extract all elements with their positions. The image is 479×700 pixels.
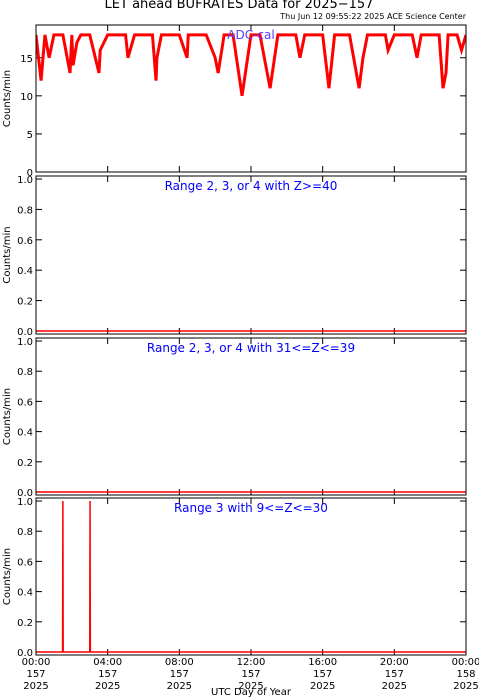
x-tick-label: 12:00 xyxy=(237,657,266,668)
y-axis-label: Counts/min xyxy=(2,388,13,445)
x-tick-label: 157 xyxy=(385,669,404,680)
y-tick-label: 0.2 xyxy=(17,297,33,308)
y-tick-label: 1.0 xyxy=(17,497,33,508)
x-tick-label: 00:00 xyxy=(452,657,479,668)
x-tick-label: 16:00 xyxy=(308,657,337,668)
y-tick-label: 0.2 xyxy=(17,458,33,469)
x-tick-label: 2025 xyxy=(23,681,48,692)
y-tick-label: 0.8 xyxy=(17,205,33,216)
data-line xyxy=(36,501,466,653)
y-axis-label: Counts/min xyxy=(2,70,13,127)
x-tick-label: 157 xyxy=(241,669,260,680)
y-tick-label: 0.0 xyxy=(17,488,33,499)
x-axis-label: UTC Day of Year xyxy=(211,687,292,698)
x-tick-label: 04:00 xyxy=(93,657,122,668)
y-tick-label: 5 xyxy=(27,130,33,141)
y-tick-label: 0.8 xyxy=(17,367,33,378)
y-tick-label: 0.6 xyxy=(17,397,33,408)
data-line xyxy=(36,33,466,97)
x-tick-label: 2025 xyxy=(310,681,335,692)
y-axis-label: Counts/min xyxy=(2,548,13,605)
x-tick-label: 2025 xyxy=(167,681,192,692)
annotation: Range 2, 3, or 4 with Z>=40 xyxy=(165,179,338,193)
y-tick-label: 0.0 xyxy=(17,327,33,338)
annotation: Range 3 with 9<=Z<=30 xyxy=(174,501,328,515)
x-tick-label: 08:00 xyxy=(165,657,194,668)
y-tick-label: 10 xyxy=(20,92,33,103)
plot-frame xyxy=(35,24,467,173)
x-tick-label: 00:00 xyxy=(22,657,51,668)
y-tick-label: 0.6 xyxy=(17,236,33,247)
annotation: ADC-cal xyxy=(227,28,274,42)
x-tick-label: 157 xyxy=(26,669,45,680)
x-tick-label: 2025 xyxy=(95,681,120,692)
y-tick-label: 0 xyxy=(27,168,33,179)
y-tick-label: 0.6 xyxy=(17,557,33,568)
y-tick-label: 1.0 xyxy=(17,337,33,348)
chart-subtitle: Thu Jun 12 09:55:22 2025 ACE Science Cen… xyxy=(279,12,466,21)
x-tick-label: 157 xyxy=(98,669,117,680)
plot-frame xyxy=(35,175,467,335)
y-tick-label: 0.2 xyxy=(17,618,33,629)
plot-frame xyxy=(35,337,467,496)
y-tick-label: 1.0 xyxy=(17,175,33,186)
x-tick-label: 2025 xyxy=(382,681,407,692)
x-tick-label: 2025 xyxy=(453,681,478,692)
x-tick-label: 158 xyxy=(456,669,475,680)
y-tick-label: 0.0 xyxy=(17,648,33,659)
x-tick-label: 157 xyxy=(313,669,332,680)
y-tick-label: 0.4 xyxy=(17,588,33,599)
y-tick-label: 0.4 xyxy=(17,428,33,439)
x-tick-label: 157 xyxy=(170,669,189,680)
chart-title: LET ahead BUFRATES Data for 2025−157 xyxy=(105,0,374,12)
y-tick-label: 0.8 xyxy=(17,527,33,538)
plot-frame xyxy=(35,497,467,656)
y-axis-label: Counts/min xyxy=(2,226,13,283)
y-tick-label: 0.4 xyxy=(17,266,33,277)
x-tick-label: 2025 xyxy=(238,681,263,692)
y-tick-label: 15 xyxy=(20,54,33,65)
annotation: Range 2, 3, or 4 with 31<=Z<=39 xyxy=(147,341,355,355)
x-tick-label: 20:00 xyxy=(380,657,409,668)
